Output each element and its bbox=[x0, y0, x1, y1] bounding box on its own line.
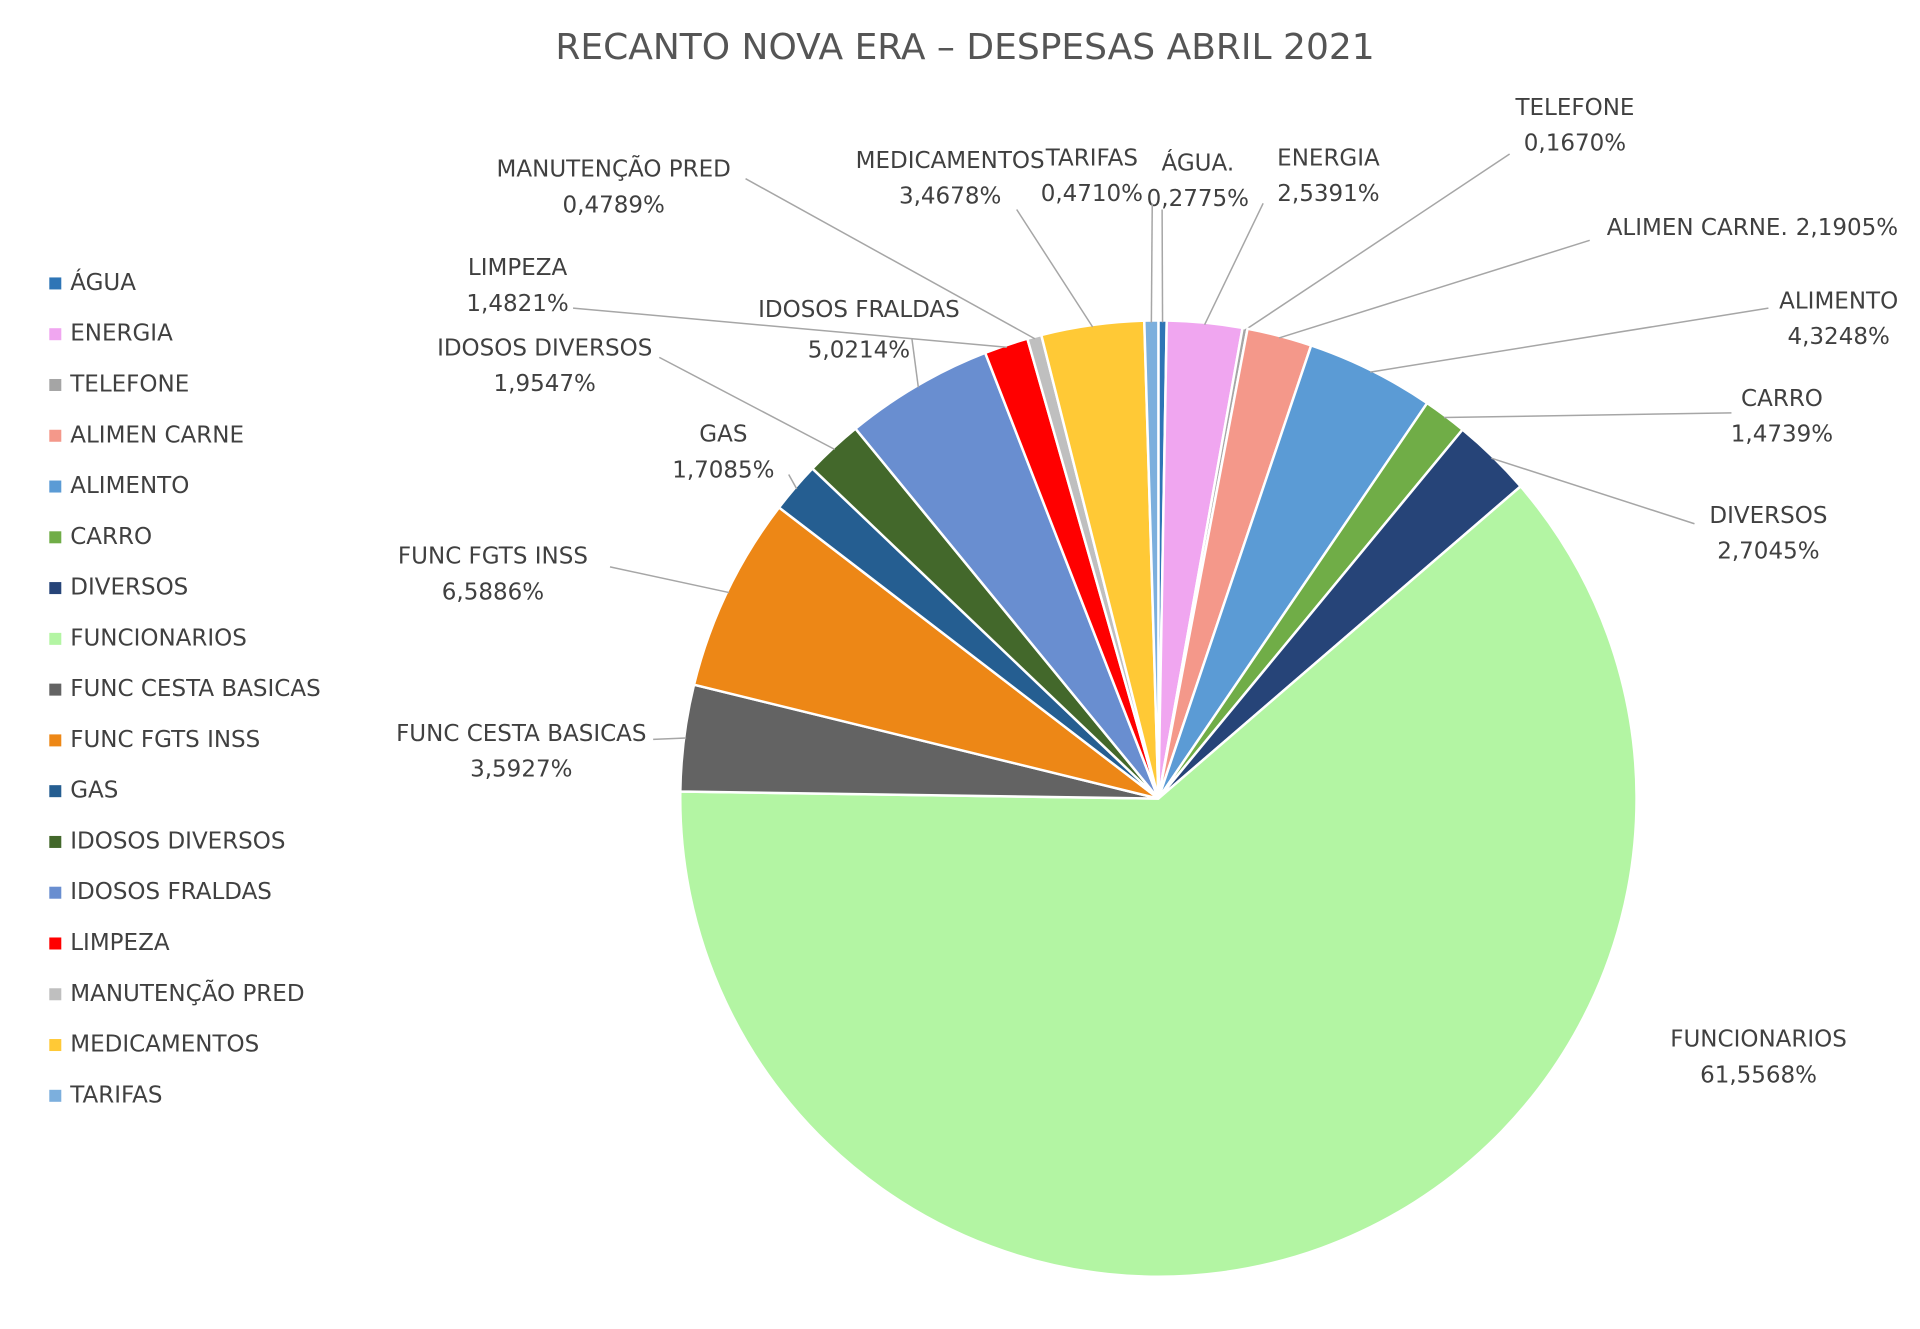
legend-marker bbox=[49, 429, 62, 442]
leader-line bbox=[658, 356, 836, 451]
legend-marker bbox=[49, 1039, 62, 1052]
leader-line bbox=[1016, 209, 1094, 328]
leader-line bbox=[1443, 412, 1732, 419]
data-label-name: FUNC FGTS INSS bbox=[398, 544, 588, 570]
chart-title: RECANTO NOVA ERA – DESPESAS ABRIL 2021 bbox=[555, 27, 1374, 68]
legend-label: ÁGUA bbox=[70, 268, 136, 296]
legend-marker bbox=[49, 886, 62, 899]
data-label-name: TARIFAS bbox=[1045, 145, 1138, 171]
data-label-value: 2,1905% bbox=[1796, 214, 1898, 240]
data-label-name: FUNC CESTA BASICAS bbox=[396, 721, 646, 747]
data-label-name: TELEFONE bbox=[1514, 95, 1634, 121]
legend-label: TELEFONE bbox=[69, 371, 189, 397]
leader-line bbox=[653, 737, 687, 741]
legend-label: ALIMEN CARNE bbox=[70, 422, 244, 448]
legend-label: IDOSOS FRALDAS bbox=[70, 879, 272, 905]
data-label-name: DIVERSOS bbox=[1709, 503, 1827, 529]
legend-label: DIVERSOS bbox=[70, 575, 188, 601]
data-label-value: 0,2775% bbox=[1147, 186, 1249, 212]
leader-line bbox=[609, 566, 730, 594]
legend-marker bbox=[49, 734, 62, 747]
legend-label: MANUTENÇÃO PRED bbox=[70, 979, 304, 1007]
legend-marker bbox=[49, 785, 62, 798]
data-label-value: 61,5568% bbox=[1700, 1062, 1817, 1088]
data-label-name: CARRO bbox=[1741, 386, 1823, 412]
data-label-value: 2,5391% bbox=[1277, 181, 1379, 207]
legend-marker bbox=[49, 480, 62, 493]
legend-label: FUNCIONARIOS bbox=[70, 625, 247, 651]
legend-marker bbox=[49, 1089, 62, 1102]
legend-label: FUNC CESTA BASICAS bbox=[70, 676, 320, 702]
leader-line bbox=[788, 474, 798, 490]
legend-label: IDOSOS DIVERSOS bbox=[70, 828, 285, 854]
legend-marker bbox=[49, 988, 62, 1001]
data-label-value: 3,5927% bbox=[470, 757, 572, 783]
leader-line bbox=[911, 338, 920, 388]
data-label-value: 1,4821% bbox=[466, 291, 568, 317]
leader-line bbox=[1203, 203, 1264, 325]
data-label-value: 0,4710% bbox=[1041, 181, 1143, 207]
data-label-name: FUNCIONARIOS bbox=[1670, 1027, 1847, 1053]
data-label-value: 4,3248% bbox=[1787, 324, 1889, 350]
legend-marker bbox=[49, 378, 62, 391]
legend-marker bbox=[49, 937, 62, 950]
legend-marker bbox=[49, 582, 62, 595]
data-label-value: 1,7085% bbox=[672, 457, 774, 483]
data-label-name: ENERGIA bbox=[1277, 145, 1380, 171]
pie-slice bbox=[679, 484, 1638, 1278]
leader-line bbox=[1370, 307, 1769, 373]
legend-label: CARRO bbox=[70, 524, 152, 550]
leader-line bbox=[745, 178, 1036, 340]
legend-marker bbox=[49, 683, 62, 696]
leader-line bbox=[1491, 457, 1695, 525]
legend-label: ENERGIA bbox=[70, 321, 173, 347]
leader-line bbox=[1278, 239, 1590, 339]
data-label-value: 2,7045% bbox=[1717, 539, 1819, 565]
legend-marker bbox=[49, 835, 62, 848]
data-label: ALIMEN CARNE. 2,1905% bbox=[1607, 214, 1898, 240]
legend-marker bbox=[49, 632, 62, 645]
data-label-value: 0,1670% bbox=[1524, 131, 1626, 157]
legend-marker bbox=[49, 328, 62, 341]
data-label-value: 6,5886% bbox=[442, 579, 544, 605]
data-label-value: 1,4739% bbox=[1731, 422, 1833, 448]
data-label-name: MEDICAMENTOS bbox=[856, 148, 1045, 174]
data-label-name: GAS bbox=[699, 422, 747, 448]
data-label-value: 0,4789% bbox=[563, 192, 665, 218]
legend-label: LIMPEZA bbox=[70, 930, 170, 956]
legend-label: MEDICAMENTOS bbox=[70, 1032, 259, 1058]
legend-marker bbox=[49, 531, 62, 544]
leader-line bbox=[1150, 203, 1153, 323]
leader-line bbox=[572, 307, 1007, 348]
leader-line bbox=[1244, 153, 1511, 331]
data-label-value: 1,9547% bbox=[494, 371, 596, 397]
data-label-name: ÁGUA. bbox=[1162, 148, 1235, 176]
legend-label: GAS bbox=[70, 778, 118, 804]
data-label-name: IDOSOS FRALDAS bbox=[758, 297, 960, 323]
data-label-name: LIMPEZA bbox=[468, 255, 568, 281]
legend-label: ALIMENTO bbox=[70, 473, 189, 499]
data-label-value: 3,4678% bbox=[899, 184, 1001, 210]
data-label-value: 5,0214% bbox=[808, 338, 910, 364]
data-label-name: MANUTENÇÃO PRED bbox=[497, 155, 731, 183]
legend-label: FUNC FGTS INSS bbox=[70, 727, 260, 753]
legend-label: TARIFAS bbox=[69, 1082, 162, 1108]
data-label-name: ALIMEN CARNE. bbox=[1607, 214, 1788, 240]
data-label-name: IDOSOS DIVERSOS bbox=[437, 335, 652, 361]
data-label-name: ALIMENTO bbox=[1779, 288, 1898, 314]
legend-marker bbox=[49, 277, 62, 290]
